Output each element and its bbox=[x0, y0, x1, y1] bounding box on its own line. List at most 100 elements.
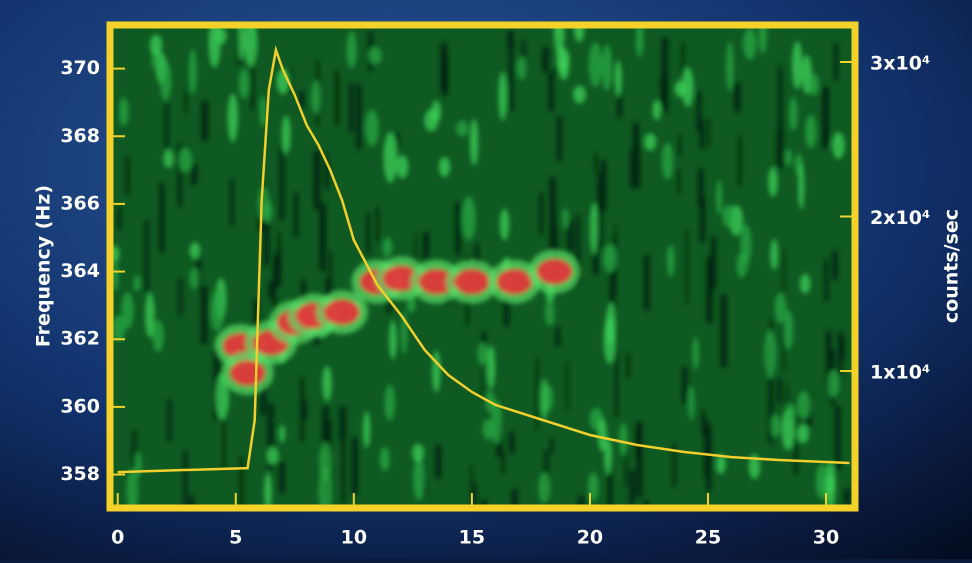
bright-spot bbox=[799, 273, 811, 294]
dark-streak bbox=[195, 252, 201, 290]
bright-spot bbox=[692, 336, 700, 370]
bright-spot bbox=[556, 47, 570, 73]
bright-spot bbox=[438, 156, 451, 177]
dark-streak bbox=[617, 90, 622, 118]
bright-spot bbox=[808, 73, 820, 96]
y-tick-label: 364 bbox=[60, 260, 100, 282]
bright-spot bbox=[189, 267, 199, 290]
bright-spot bbox=[758, 28, 768, 55]
bright-spot bbox=[134, 452, 142, 479]
dark-streak bbox=[838, 331, 843, 377]
dark-streak bbox=[630, 149, 634, 189]
dark-streak bbox=[632, 122, 639, 188]
bright-spot bbox=[389, 319, 397, 360]
bright-spot bbox=[362, 411, 371, 448]
bright-spot bbox=[486, 345, 496, 389]
bright-spot bbox=[281, 115, 291, 154]
track-point bbox=[496, 268, 533, 295]
bright-spot bbox=[121, 292, 134, 330]
dark-streak bbox=[480, 500, 488, 505]
dark-streak bbox=[614, 224, 617, 248]
dark-streak bbox=[188, 495, 195, 505]
track-point bbox=[453, 268, 490, 295]
dark-streak bbox=[777, 67, 783, 139]
dark-streak bbox=[117, 207, 122, 230]
dark-streak bbox=[567, 219, 574, 251]
bright-spot bbox=[469, 118, 479, 166]
dark-streak bbox=[178, 278, 183, 316]
dark-streak bbox=[738, 136, 742, 186]
dark-streak bbox=[482, 368, 485, 403]
bright-spot bbox=[722, 204, 735, 228]
bright-spot bbox=[666, 244, 675, 278]
bright-spot bbox=[764, 329, 777, 378]
x-tick-label: 20 bbox=[577, 527, 603, 549]
y-tick-label: 370 bbox=[60, 57, 100, 79]
dark-streak bbox=[643, 255, 650, 311]
bright-spot bbox=[210, 288, 225, 332]
dark-streak bbox=[825, 330, 832, 390]
bright-spot bbox=[726, 41, 734, 92]
bright-spot bbox=[815, 463, 828, 499]
bright-spot bbox=[601, 44, 613, 92]
bright-spot bbox=[604, 438, 613, 475]
dark-streak bbox=[267, 403, 274, 470]
dark-streak bbox=[834, 43, 839, 82]
bright-spot bbox=[748, 454, 761, 480]
y-tick-label: 368 bbox=[60, 125, 100, 147]
bright-spot bbox=[540, 378, 549, 420]
dark-streak bbox=[164, 93, 169, 167]
bright-spot bbox=[189, 242, 201, 260]
dark-streak bbox=[636, 135, 640, 189]
dark-streak bbox=[328, 251, 332, 317]
bright-spot bbox=[163, 149, 174, 169]
bright-spot bbox=[789, 96, 798, 131]
dark-streak bbox=[832, 251, 838, 280]
bright-spot bbox=[133, 274, 141, 292]
bright-spot bbox=[674, 80, 686, 98]
dark-streak bbox=[548, 71, 554, 111]
y2-tick-label: 2x10⁴ bbox=[870, 207, 930, 229]
bright-spot bbox=[113, 315, 126, 342]
dark-streak bbox=[356, 84, 362, 150]
track-point bbox=[536, 258, 573, 285]
bright-spot bbox=[491, 399, 503, 445]
dark-streak bbox=[768, 381, 774, 444]
bright-spot bbox=[827, 369, 840, 398]
bright-spot bbox=[605, 302, 616, 345]
bright-spot bbox=[238, 28, 245, 61]
dark-streak bbox=[348, 83, 354, 133]
bright-spot bbox=[743, 28, 757, 60]
dark-streak bbox=[177, 144, 182, 208]
dark-streak bbox=[335, 71, 339, 126]
bright-spot bbox=[215, 373, 230, 420]
dark-streak bbox=[125, 156, 129, 195]
dark-streak bbox=[542, 47, 549, 72]
dark-streak bbox=[782, 249, 785, 305]
dark-streak bbox=[578, 496, 585, 505]
x-tick-label: 30 bbox=[813, 527, 839, 549]
dark-streak bbox=[159, 183, 165, 253]
bright-spot bbox=[396, 155, 409, 179]
bright-spot bbox=[588, 42, 603, 88]
dark-streak bbox=[678, 135, 682, 156]
dark-streak bbox=[843, 488, 851, 505]
plot-area bbox=[113, 28, 852, 505]
dark-streak bbox=[550, 438, 554, 454]
dark-streak bbox=[470, 465, 473, 505]
bright-spot bbox=[797, 390, 811, 419]
dark-streak bbox=[289, 68, 292, 92]
bright-spot bbox=[413, 457, 425, 501]
bright-spot bbox=[456, 120, 469, 137]
bright-spot bbox=[322, 365, 332, 402]
y-tick-label: 366 bbox=[60, 192, 100, 214]
dark-streak bbox=[440, 42, 448, 89]
bright-spot bbox=[152, 320, 164, 353]
bright-spot bbox=[770, 414, 781, 438]
bright-spot bbox=[384, 384, 396, 421]
dark-streak bbox=[549, 177, 557, 249]
dark-streak bbox=[701, 409, 705, 437]
dark-streak bbox=[132, 430, 137, 498]
dark-streak bbox=[481, 331, 487, 354]
bright-spot bbox=[783, 309, 794, 350]
